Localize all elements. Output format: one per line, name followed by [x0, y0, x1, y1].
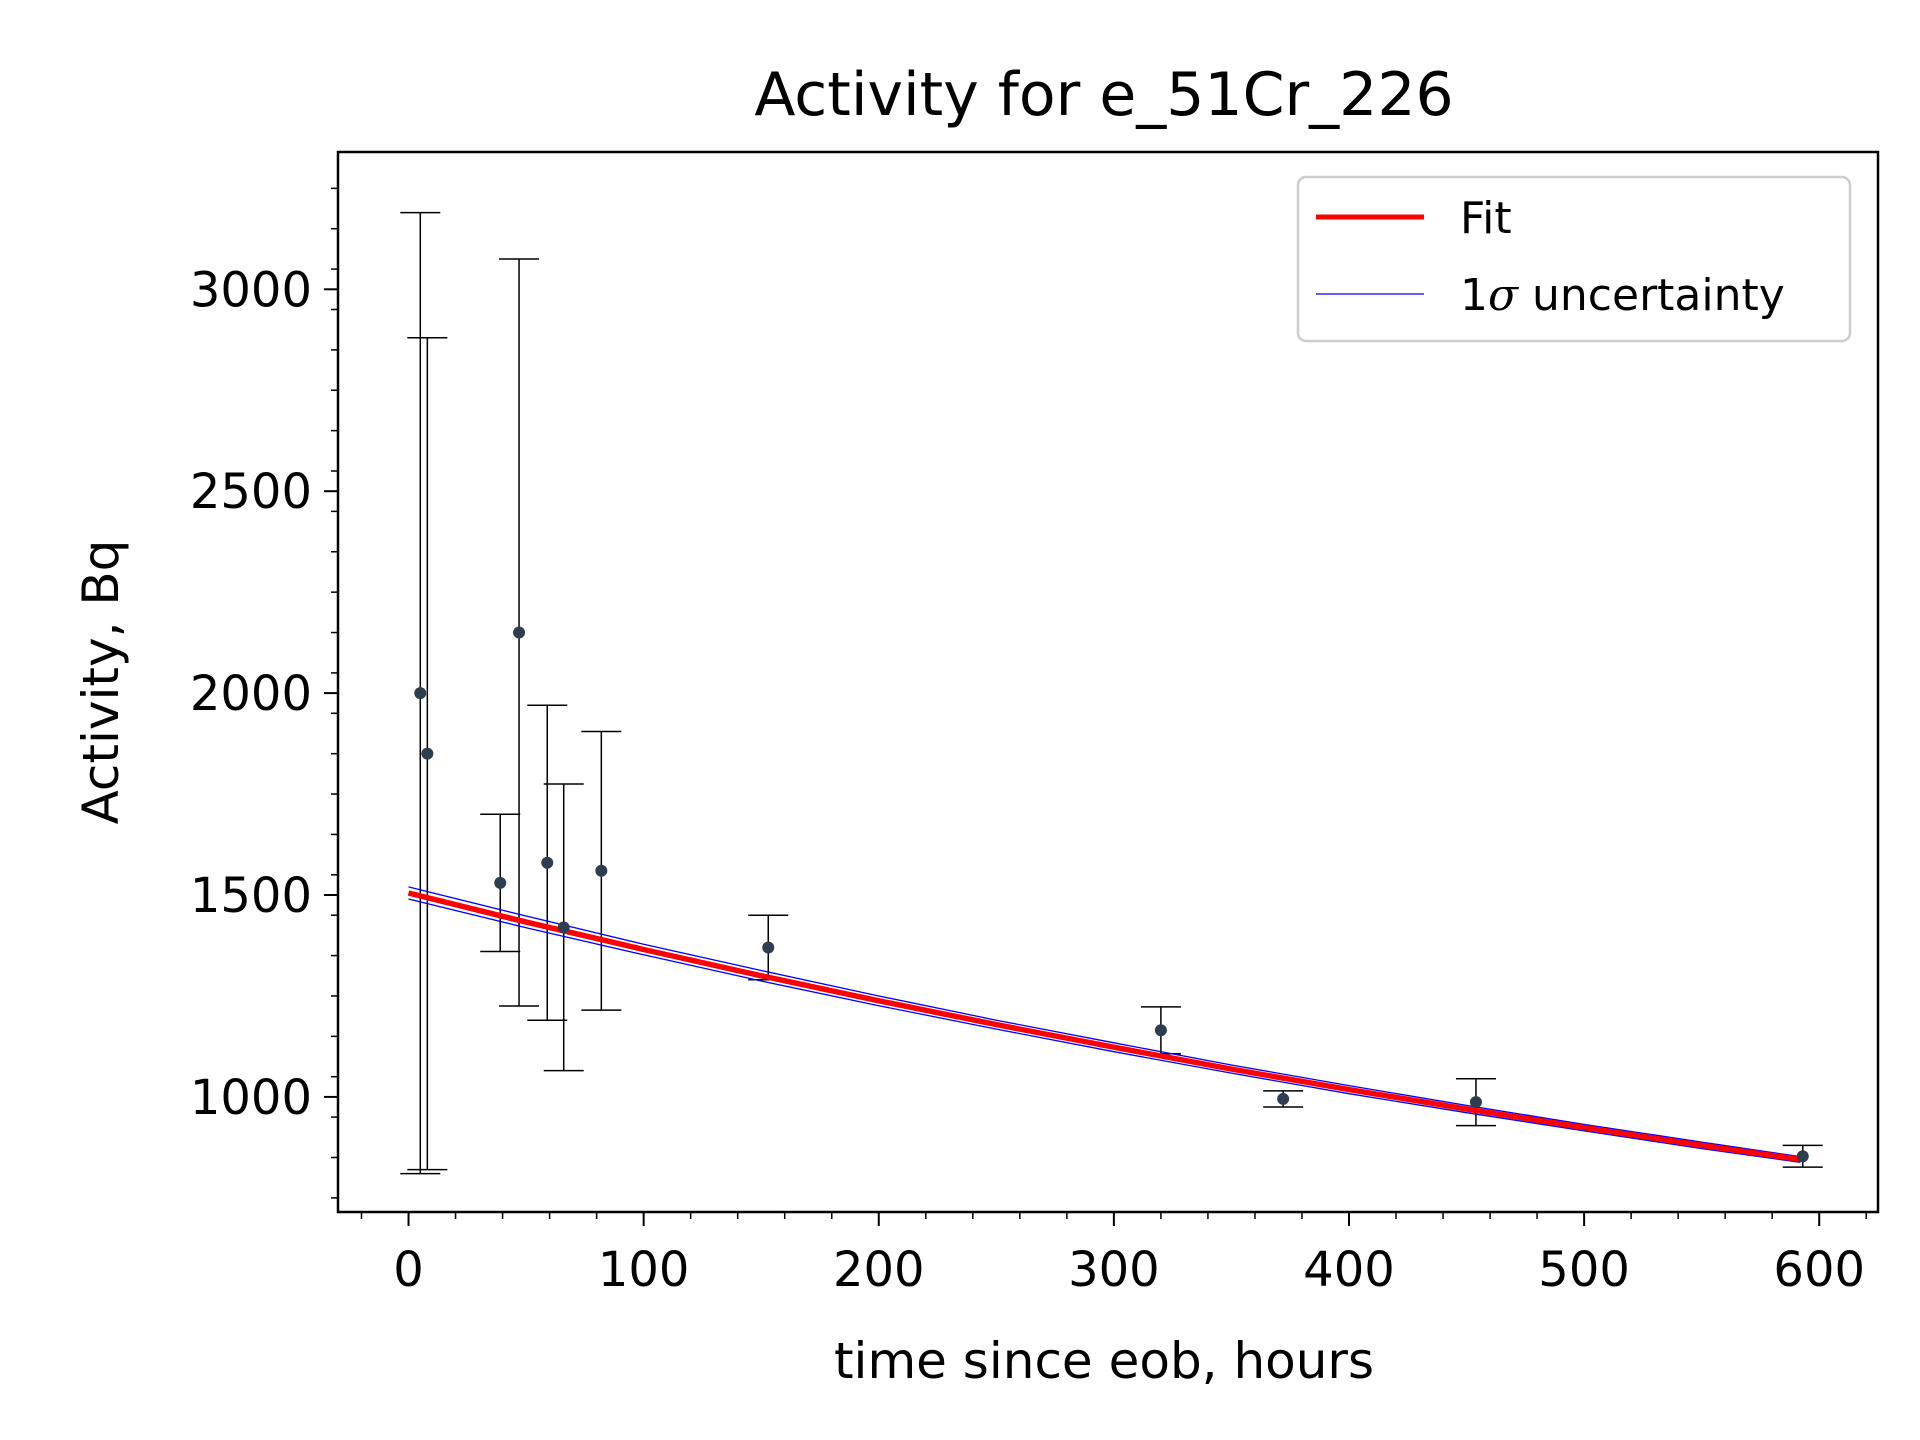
- data-point: [513, 626, 526, 639]
- y-axis: 1000 1500 2000 2500 3000: [190, 187, 338, 1199]
- data-point: [557, 921, 570, 934]
- plot-area: [400, 211, 1823, 1175]
- x-tick-label: 600: [1773, 1242, 1865, 1298]
- x-axis-label: time since eob, hours: [834, 1332, 1374, 1390]
- x-tick-label: 500: [1538, 1242, 1630, 1298]
- data-point: [541, 856, 554, 869]
- legend: Fit 1σ uncertainty: [1296, 175, 1852, 343]
- data-point: [1277, 1092, 1290, 1105]
- legend-box: [1296, 175, 1852, 343]
- fit-line: [407, 890, 1801, 1163]
- y-tick-label: 2500: [190, 464, 312, 520]
- uncertainty-upper-line: [408, 886, 1801, 1158]
- data-point: [1154, 1024, 1167, 1037]
- chart-title: Activity for e_51Cr_226: [754, 60, 1453, 130]
- x-tick-label: 100: [598, 1242, 690, 1298]
- x-tick-label: 300: [1068, 1242, 1160, 1298]
- y-tick-label: 1500: [190, 868, 312, 924]
- x-tick-label: 0: [393, 1242, 424, 1298]
- legend-fit-label: Fit: [1460, 193, 1512, 244]
- data-point: [494, 876, 507, 889]
- data-point: [595, 864, 608, 877]
- plot-frame: [336, 150, 1880, 1214]
- data-point: [414, 687, 427, 700]
- x-axis: 0 100 200 300 400 500 600: [360, 1212, 1867, 1298]
- x-tick-label: 200: [833, 1242, 925, 1298]
- data-point: [1796, 1150, 1809, 1163]
- y-axis-label: Activity, Bq: [72, 540, 130, 825]
- data-point: [421, 747, 434, 760]
- y-tick-label: 2000: [190, 666, 312, 722]
- uncertainty-lower-line: [408, 898, 1801, 1163]
- y-tick-label: 1000: [190, 1070, 312, 1126]
- data-point: [762, 941, 775, 954]
- data-point: [1469, 1096, 1482, 1109]
- legend-uncertainty-label: 1σ uncertainty: [1460, 270, 1785, 321]
- y-tick-label: 3000: [190, 262, 312, 318]
- x-tick-label: 400: [1303, 1242, 1395, 1298]
